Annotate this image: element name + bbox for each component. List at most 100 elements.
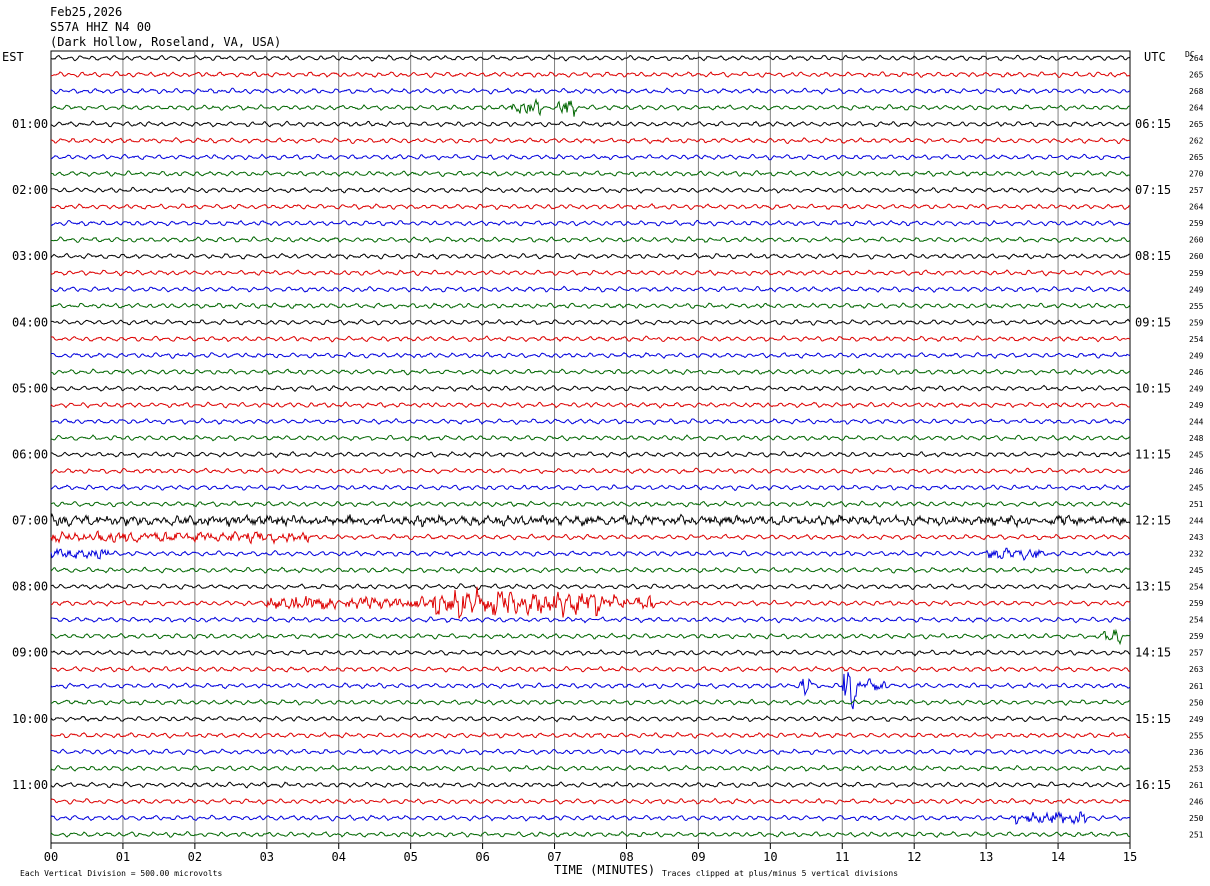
dc-offset-label: 246	[1189, 467, 1204, 476]
trace-line	[50, 302, 1131, 310]
trace-line	[50, 781, 1131, 789]
vertical-division-note: Each Vertical Division = 500.00 microvol…	[20, 869, 222, 878]
left-hour-label: 04:00	[12, 315, 48, 329]
left-hour-label: 03:00	[12, 249, 48, 263]
right-hour-label: 09:15	[1135, 315, 1171, 329]
trace-line	[50, 351, 1131, 359]
right-hour-label: 07:15	[1135, 183, 1171, 197]
trace-line	[50, 219, 1131, 227]
trace-line	[50, 153, 1131, 161]
dc-offset-label: 250	[1189, 814, 1204, 823]
x-tick-label: 09	[691, 850, 705, 864]
left-hour-labels: 01:00 02:00 03:00 04:00 05:00 06:00 07:00 08:00…	[12, 117, 48, 792]
trace-line	[50, 269, 1131, 277]
left-hour-label: 09:00	[12, 646, 48, 660]
left-hour-label: 08:00	[12, 580, 48, 594]
trace-line	[50, 672, 1131, 710]
trace-line	[50, 186, 1131, 194]
trace-line	[50, 830, 1131, 839]
dc-offset-label: 261	[1189, 682, 1204, 691]
dc-offset-label: 254	[1189, 583, 1204, 592]
dc-header-label: DC	[1185, 50, 1195, 59]
trace-line	[51, 54, 1131, 62]
trace-line	[50, 513, 1131, 529]
dc-offset-label: 249	[1189, 715, 1204, 724]
left-hour-label: 07:00	[12, 514, 48, 528]
left-hour-label: 06:00	[12, 447, 48, 461]
dc-offset-label: 245	[1189, 566, 1204, 575]
x-tick-label: 02	[188, 850, 202, 864]
right-hour-label: 14:15	[1135, 646, 1171, 660]
right-hour-label: 12:15	[1135, 514, 1171, 528]
dc-offset-label: 255	[1189, 731, 1204, 740]
trace-line	[50, 417, 1131, 426]
dc-offset-label: 244	[1189, 517, 1204, 526]
right-hour-label: 06:15	[1135, 117, 1171, 131]
trace-line	[50, 586, 1131, 619]
right-timezone-label: UTC	[1144, 50, 1166, 64]
dc-offset-label: 260	[1189, 236, 1204, 245]
left-hour-label: 10:00	[12, 712, 48, 726]
x-tick-label: 08	[619, 850, 633, 864]
trace-line	[50, 203, 1131, 211]
trace-line	[50, 434, 1131, 442]
trace-line	[50, 236, 1131, 244]
trace-line	[50, 467, 1131, 475]
dc-offset-label: 250	[1189, 698, 1204, 707]
dc-offset-label: 265	[1189, 153, 1204, 162]
location-label: (Dark Hollow, Roseland, VA, USA)	[50, 35, 281, 49]
right-hour-label: 15:15	[1135, 712, 1171, 726]
left-hour-label: 01:00	[12, 117, 48, 131]
trace-line	[50, 547, 1131, 562]
x-axis-title: TIME (MINUTES)	[554, 863, 655, 877]
x-tick-label: 00	[44, 850, 58, 864]
trace-line	[50, 616, 1131, 624]
x-tick-label: 01	[116, 850, 130, 864]
x-tick-label: 15	[1123, 850, 1137, 864]
dc-offset-label: 261	[1189, 781, 1204, 790]
x-tick-label: 14	[1051, 850, 1065, 864]
trace-line	[50, 335, 1131, 343]
trace-line	[50, 120, 1131, 128]
trace-line	[50, 252, 1131, 260]
right-hour-label: 16:15	[1135, 778, 1171, 792]
dc-offset-label: 245	[1189, 450, 1204, 459]
x-tick-label: 11	[835, 850, 849, 864]
dc-offset-label: 245	[1189, 484, 1204, 493]
trace-line	[51, 748, 1131, 756]
dc-offset-label: 249	[1189, 285, 1204, 294]
trace-line	[50, 318, 1131, 326]
dc-offset-label: 257	[1189, 186, 1204, 195]
x-tick-label: 05	[403, 850, 417, 864]
trace-line	[50, 811, 1131, 826]
dc-offset-label: 246	[1189, 368, 1204, 377]
dc-offset-label: 259	[1189, 219, 1204, 228]
trace-line	[50, 500, 1131, 508]
right-hour-label: 08:15	[1135, 249, 1171, 263]
trace-line	[50, 384, 1131, 392]
dc-offset-label: 249	[1189, 384, 1204, 393]
trace-line	[50, 137, 1130, 145]
dc-offset-label: 251	[1189, 500, 1204, 509]
dc-offset-label: 264	[1189, 104, 1204, 113]
dc-offset-label: 263	[1189, 665, 1204, 674]
dc-offset-label: 259	[1189, 318, 1204, 327]
dc-offset-label: 249	[1189, 351, 1204, 360]
dc-offset-label: 264	[1189, 54, 1204, 63]
dc-offset-label: 254	[1189, 616, 1204, 625]
dc-offset-label: 253	[1189, 764, 1204, 773]
right-hour-label: 11:15	[1135, 447, 1171, 461]
dc-offset-label: 255	[1189, 302, 1204, 311]
trace-line	[50, 530, 1131, 545]
trace-line	[50, 401, 1131, 409]
trace-line	[50, 764, 1131, 772]
right-hour-label: 13:15	[1135, 580, 1171, 594]
trace-line	[50, 715, 1131, 723]
trace-line	[50, 97, 1131, 117]
dc-offset-labels: 264 265 268 264 265 262 265 270 257 264 259 260 260 2…	[1189, 54, 1204, 839]
left-hour-label: 05:00	[12, 381, 48, 395]
left-hour-label: 11:00	[12, 778, 48, 792]
left-timezone-label: EST	[2, 50, 24, 64]
trace-line	[50, 71, 1131, 78]
